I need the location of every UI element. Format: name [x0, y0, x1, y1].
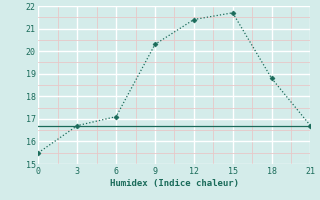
- X-axis label: Humidex (Indice chaleur): Humidex (Indice chaleur): [110, 179, 239, 188]
